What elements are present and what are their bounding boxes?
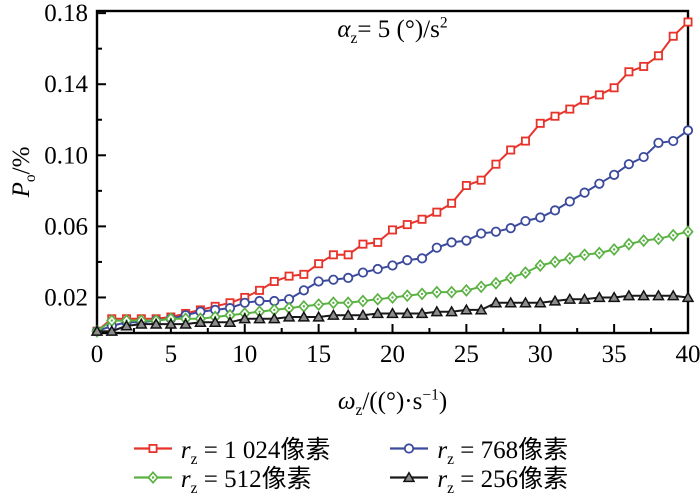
x-axis-var: ω — [337, 388, 356, 415]
legend-label-rz-768: rz = 768像素 — [437, 436, 569, 468]
annotation-sub: z — [350, 30, 358, 47]
y-axis-label: Po/% — [8, 146, 39, 198]
legend-item-rz-512: rz = 512像素 — [132, 462, 330, 493]
y-axis-text: /% — [8, 146, 35, 175]
svg-text:15: 15 — [306, 341, 331, 368]
svg-text:0.02: 0.02 — [44, 284, 88, 311]
legend-grid: rz = 1 024像素 rz = 768像素 rz = 512像素 rz = … — [132, 433, 569, 493]
svg-text:5: 5 — [165, 341, 178, 368]
annotation-alpha-z: αz= 5 (°)/s2 — [97, 14, 688, 47]
svg-text:0.06: 0.06 — [44, 213, 88, 240]
x-axis-text-end: ) — [438, 388, 448, 415]
svg-text:0: 0 — [91, 341, 104, 368]
plot-frame — [95, 9, 690, 335]
y-axis-var: P — [8, 182, 35, 198]
svg-text:10: 10 — [232, 341, 257, 368]
legend-item-rz-1024: rz = 1 024像素 — [132, 433, 330, 467]
y-axis-ticks — [97, 12, 106, 299]
annotation-text: = 5 (°)/s — [357, 16, 440, 43]
series-rz-768 — [91, 125, 694, 337]
legend-marker-circle-icon — [390, 442, 429, 454]
legend-label-rz-512: rz = 512像素 — [180, 465, 312, 493]
series-rz-1024 — [92, 17, 693, 336]
y-tick-labels: 0.02 0.06 0.10 0.14 0.18 — [44, 0, 88, 311]
x-tick-labels: 0 5 10 15 20 25 30 35 40 — [91, 341, 700, 368]
series-rz-1024-line — [96, 21, 689, 332]
svg-text:0.18: 0.18 — [44, 0, 88, 27]
y-axis-sub: o — [22, 174, 39, 183]
annotation-sup: 2 — [439, 14, 448, 32]
x-axis-sup: −1 — [422, 386, 439, 404]
legend-marker-triangle-icon — [390, 470, 429, 482]
x-axis-text: /((°)·s — [362, 388, 423, 415]
svg-text:25: 25 — [454, 341, 479, 368]
legend: rz = 1 024像素 rz = 768像素 rz = 512像素 rz = … — [0, 433, 700, 493]
x-axis-ticks — [96, 324, 689, 333]
legend-marker-diamond-icon — [133, 470, 172, 484]
legend-label-rz-256: rz = 256像素 — [437, 465, 569, 493]
x-axis-sub: z — [355, 402, 363, 419]
legend-item-rz-768: rz = 768像素 — [388, 433, 568, 467]
series-rz-256 — [90, 289, 695, 336]
svg-text:40: 40 — [676, 341, 700, 368]
svg-text:20: 20 — [380, 341, 405, 368]
series-rz-512 — [91, 225, 694, 338]
legend-marker-square-icon — [133, 443, 172, 453]
svg-text:35: 35 — [602, 341, 627, 368]
svg-text:0.14: 0.14 — [44, 71, 88, 98]
x-axis-label: ωz/((°)·s−1) — [97, 386, 688, 419]
legend-item-rz-256: rz = 256像素 — [388, 462, 569, 493]
svg-text:0.10: 0.10 — [44, 142, 88, 169]
legend-label-rz-1024: rz = 1 024像素 — [180, 436, 331, 468]
svg-text:30: 30 — [528, 341, 553, 368]
annotation-var: α — [337, 16, 351, 43]
